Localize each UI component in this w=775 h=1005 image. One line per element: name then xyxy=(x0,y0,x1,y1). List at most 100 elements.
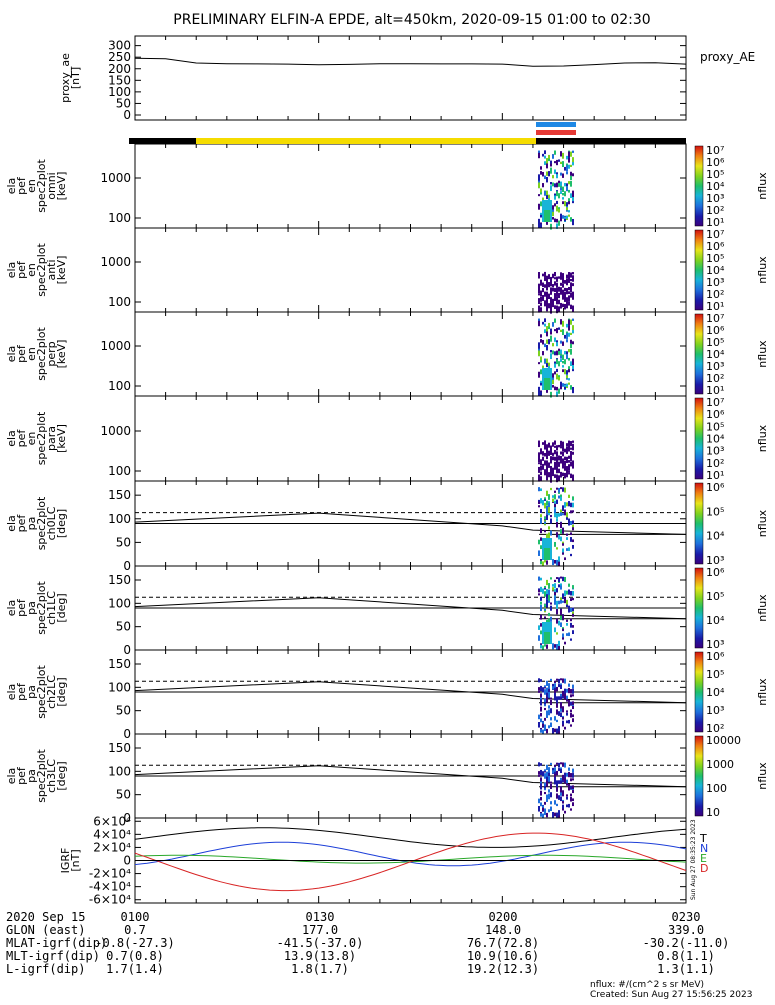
pa_ch0-spectro-cell xyxy=(554,560,556,564)
en_omni-spectro-cell xyxy=(566,163,568,167)
en_omni-spectro-cell xyxy=(554,161,556,164)
en_para-spectro-cell xyxy=(556,445,558,451)
pa_ch2-spectro-cell xyxy=(552,686,554,690)
en_omni-spectro-cell xyxy=(566,165,568,171)
en_para-spectro-cell xyxy=(568,470,570,473)
en_omni-spectro-cell xyxy=(568,164,570,169)
pa_ch3-spectro-cell xyxy=(554,779,556,785)
en_perp-spectro-cell xyxy=(570,385,572,390)
en_anti-spectro-cell xyxy=(572,275,574,281)
pa_ch0-spectro-cell xyxy=(572,520,574,525)
pa_ch2-spectro-cell xyxy=(546,687,548,693)
en_omni-spectro-cell xyxy=(552,175,554,179)
pa_ch2-spectro-cell xyxy=(558,729,560,734)
pa_ch0-spectro-cell xyxy=(554,490,556,493)
en_para-spectro-cell xyxy=(542,456,544,461)
en_omni-cbar-label-2: 10³ xyxy=(706,192,724,205)
en_perp-spectro-cell xyxy=(572,318,574,321)
pa_ch0-spectro-cell xyxy=(564,502,566,508)
pa_ch2-spectro-cell xyxy=(568,699,570,703)
en_perp-spectro-cell xyxy=(568,319,570,325)
en_perp-spectro-cell xyxy=(542,351,544,356)
en_anti-spectro-cell xyxy=(572,283,574,287)
en_para-spectro-cell xyxy=(568,465,570,469)
pa_ch2-spectro-cell xyxy=(540,696,542,700)
en_omni-spectro-cell xyxy=(570,193,572,198)
en_perp-ylabel-4: perp xyxy=(45,341,58,366)
pa_ch2-spectro-cell xyxy=(556,696,558,702)
en_omni-spectro-cell xyxy=(550,167,552,174)
en_perp-ytick-label-0: 100 xyxy=(108,379,131,393)
en_omni-spectro-cell xyxy=(554,169,556,174)
pa_ch2-cbar-label-1: 10³ xyxy=(706,704,724,717)
pa_ch3-spectro-cell xyxy=(570,785,572,790)
pa_ch0-spectro-cell xyxy=(540,537,542,541)
pa_ch0-spectro-cell xyxy=(566,517,568,520)
pa_ch1-spectro-cell xyxy=(540,586,542,593)
pa_ch0-cbar-label-3: 10⁶ xyxy=(706,481,725,494)
pa_ch3-spectro-cell xyxy=(572,798,574,802)
pa_ch0-spectro-cell xyxy=(560,529,562,534)
pa_ch1-spectro-cell xyxy=(546,594,548,599)
en_omni-spectro-cell xyxy=(540,214,542,218)
pa_ch1-spectro-cell xyxy=(542,645,544,651)
en_para-spectro-cell xyxy=(538,476,540,482)
en_para-ylabel-3: spec2plot xyxy=(35,411,48,465)
pa_ch3-spectro-cell xyxy=(564,810,566,814)
pa_ch3-spectro-cell xyxy=(550,792,552,798)
en_anti-spectro-cell xyxy=(556,276,558,282)
en_para-spectro-cell xyxy=(546,474,548,481)
pa_ch0-spectro-cell xyxy=(562,505,564,511)
pa_ch0-spectro-cell xyxy=(570,553,572,557)
pa_ch3-spectro-cell xyxy=(562,801,564,804)
pa_ch1-spectro-cell xyxy=(548,595,550,601)
pa_ch1-spectro-cell xyxy=(570,591,572,596)
en_omni-spectro-cell xyxy=(546,219,548,225)
pa_ch2-spectro-cell xyxy=(542,723,544,727)
proxy_ae-ylabel-1: [nT] xyxy=(69,67,82,89)
en_omni-spectro-cell xyxy=(540,188,542,193)
en_para-spectro-cell xyxy=(538,441,540,448)
en_perp-spectro-cell xyxy=(544,329,546,333)
pa_ch3-spectro-cell xyxy=(546,775,548,781)
en_anti-spectro-cell xyxy=(538,284,540,290)
en_omni-spectro-cell xyxy=(562,215,564,219)
science-zone-red-marker xyxy=(536,130,576,135)
en_anti-spectro-cell xyxy=(558,276,560,279)
pa_ch1-spectro-cell xyxy=(544,616,546,619)
en_anti-spectro-cell xyxy=(554,305,556,309)
pa_ch3-spectro-cell xyxy=(572,768,574,773)
en_para-spectro-cell xyxy=(570,461,572,467)
en_perp-spectro-cell xyxy=(558,376,560,381)
en_omni-spectro-cell xyxy=(550,181,552,185)
pa_ch2-spectro-cell xyxy=(568,687,570,694)
pa_ch2-spectro-cell xyxy=(558,684,560,688)
en_omni-spectro-cell xyxy=(556,172,558,175)
en_anti-ytick-label-1: 1000 xyxy=(100,255,131,269)
en_omni-spectro-cell xyxy=(568,198,570,205)
pa_ch1-spectro-cell xyxy=(572,598,574,601)
pa_ch3-spectro-cell xyxy=(554,771,556,775)
pa_ch2-spectro-cell xyxy=(558,696,560,700)
en_omni-spectro-cell xyxy=(558,208,560,213)
en_perp-cbar-label-0: 10¹ xyxy=(706,384,724,397)
pa_ch3-ytick-label-3: 150 xyxy=(108,741,131,755)
pa_ch1-ylabel-4: ch1LC xyxy=(45,591,58,625)
pa_ch3-spectro-cell xyxy=(570,796,572,802)
pa_ch2-spectro-cell xyxy=(540,679,542,682)
pa_ch3-spectro-cell xyxy=(548,767,550,773)
pa_ch2-spectro-cell xyxy=(566,720,568,724)
pa_ch2-spectro-cell xyxy=(554,683,556,689)
pa_ch3-spectro-cell xyxy=(540,769,542,776)
en_perp-spectro-cell xyxy=(568,332,570,337)
en_anti-spectro-cell xyxy=(562,294,564,298)
en_perp-spectro-cell xyxy=(538,320,540,327)
pa_ch0-spectro-cell xyxy=(564,487,566,493)
pa_ch1-spectro-core-hot xyxy=(544,632,550,644)
pa_ch1-spectro-cell xyxy=(562,576,564,582)
en_anti-spectro-cell xyxy=(554,281,556,286)
en_para-spectro-cell xyxy=(558,461,560,467)
en_perp-spectro-cell xyxy=(550,391,552,398)
pa_ch1-spectro-cell xyxy=(552,584,554,587)
en_omni-spectro-cell xyxy=(568,201,570,205)
